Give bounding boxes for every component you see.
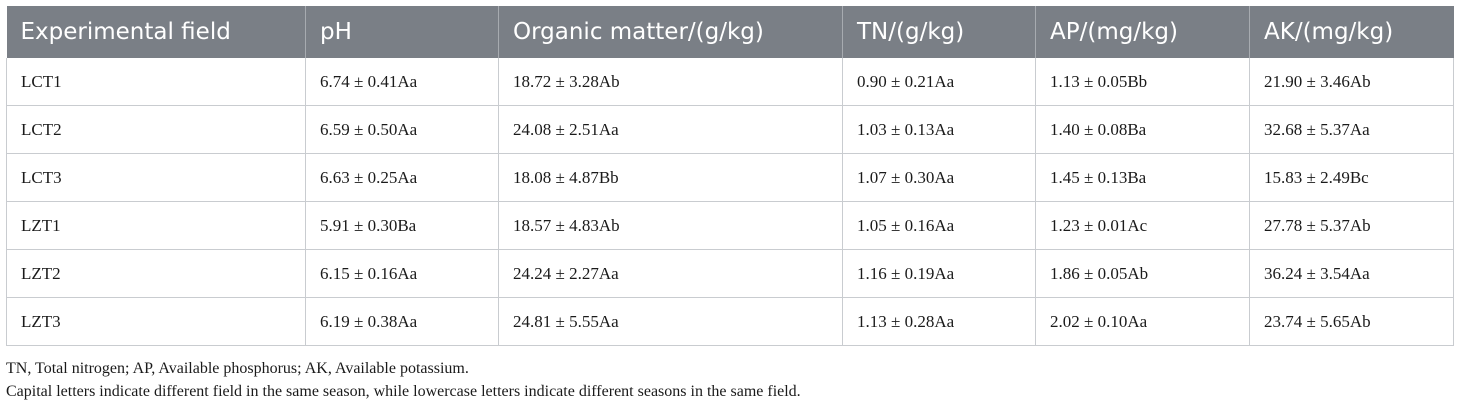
cell-field: LZT2 [6, 249, 306, 298]
cell-field: LCT2 [6, 105, 306, 154]
header-ap: AP/(mg/kg) [1035, 6, 1250, 58]
cell-ph: 6.63 ± 0.25Aa [305, 153, 499, 202]
cell-organic-matter: 18.57 ± 4.83Ab [498, 201, 843, 250]
header-ph: pH [305, 6, 499, 58]
cell-ak: 21.90 ± 3.46Ab [1249, 58, 1454, 106]
header-ak: AK/(mg/kg) [1249, 6, 1454, 58]
cell-ak: 23.74 ± 5.65Ab [1249, 297, 1454, 346]
table-row: LZT2 6.15 ± 0.16Aa 24.24 ± 2.27Aa 1.16 ±… [6, 249, 1454, 298]
cell-organic-matter: 18.72 ± 3.28Ab [498, 58, 843, 106]
soil-properties-table: Experimental field pH Organic matter/(g/… [6, 6, 1454, 346]
cell-ak: 36.24 ± 3.54Aa [1249, 249, 1454, 298]
cell-ap: 1.45 ± 0.13Ba [1035, 153, 1250, 202]
soil-properties-table-container: Experimental field pH Organic matter/(g/… [6, 6, 1454, 346]
cell-ak: 27.78 ± 5.37Ab [1249, 201, 1454, 250]
table-row: LZT3 6.19 ± 0.38Aa 24.81 ± 5.55Aa 1.13 ±… [6, 297, 1454, 346]
header-organic-matter: Organic matter/(g/kg) [498, 6, 843, 58]
cell-field: LZT3 [6, 297, 306, 346]
table-header: Experimental field pH Organic matter/(g/… [6, 6, 1454, 58]
cell-ph: 6.74 ± 0.41Aa [305, 58, 499, 106]
cell-tn: 1.16 ± 0.19Aa [842, 249, 1036, 298]
footnote-letter-meaning: Capital letters indicate different field… [6, 383, 801, 400]
cell-ap: 1.13 ± 0.05Bb [1035, 58, 1250, 106]
cell-field: LCT3 [6, 153, 306, 202]
cell-ak: 32.68 ± 5.37Aa [1249, 105, 1454, 154]
header-row: Experimental field pH Organic matter/(g/… [6, 6, 1454, 58]
cell-ap: 2.02 ± 0.10Aa [1035, 297, 1250, 346]
cell-tn: 1.03 ± 0.13Aa [842, 105, 1036, 154]
cell-field: LZT1 [6, 201, 306, 250]
cell-organic-matter: 24.24 ± 2.27Aa [498, 249, 843, 298]
table-row: LCT1 6.74 ± 0.41Aa 18.72 ± 3.28Ab 0.90 ±… [6, 58, 1454, 106]
table-row: LCT3 6.63 ± 0.25Aa 18.08 ± 4.87Bb 1.07 ±… [6, 153, 1454, 202]
cell-ph: 6.15 ± 0.16Aa [305, 249, 499, 298]
cell-ap: 1.23 ± 0.01Ac [1035, 201, 1250, 250]
footnote-abbreviations: TN, Total nitrogen; AP, Available phosph… [6, 360, 469, 377]
cell-tn: 1.05 ± 0.16Aa [842, 201, 1036, 250]
cell-ph: 5.91 ± 0.30Ba [305, 201, 499, 250]
cell-ak: 15.83 ± 2.49Bc [1249, 153, 1454, 202]
table-row: LCT2 6.59 ± 0.50Aa 24.08 ± 2.51Aa 1.03 ±… [6, 105, 1454, 154]
header-experimental-field: Experimental field [6, 6, 306, 58]
cell-field: LCT1 [6, 58, 306, 106]
cell-ph: 6.59 ± 0.50Aa [305, 105, 499, 154]
cell-tn: 1.13 ± 0.28Aa [842, 297, 1036, 346]
table-body: LCT1 6.74 ± 0.41Aa 18.72 ± 3.28Ab 0.90 ±… [6, 58, 1454, 346]
cell-ap: 1.40 ± 0.08Ba [1035, 105, 1250, 154]
cell-tn: 1.07 ± 0.30Aa [842, 153, 1036, 202]
cell-organic-matter: 24.08 ± 2.51Aa [498, 105, 843, 154]
cell-tn: 0.90 ± 0.21Aa [842, 58, 1036, 106]
table-row: LZT1 5.91 ± 0.30Ba 18.57 ± 4.83Ab 1.05 ±… [6, 201, 1454, 250]
cell-ap: 1.86 ± 0.05Ab [1035, 249, 1250, 298]
table-footnotes: TN, Total nitrogen; AP, Available phosph… [6, 357, 801, 403]
cell-organic-matter: 18.08 ± 4.87Bb [498, 153, 843, 202]
header-tn: TN/(g/kg) [842, 6, 1036, 58]
cell-organic-matter: 24.81 ± 5.55Aa [498, 297, 843, 346]
cell-ph: 6.19 ± 0.38Aa [305, 297, 499, 346]
